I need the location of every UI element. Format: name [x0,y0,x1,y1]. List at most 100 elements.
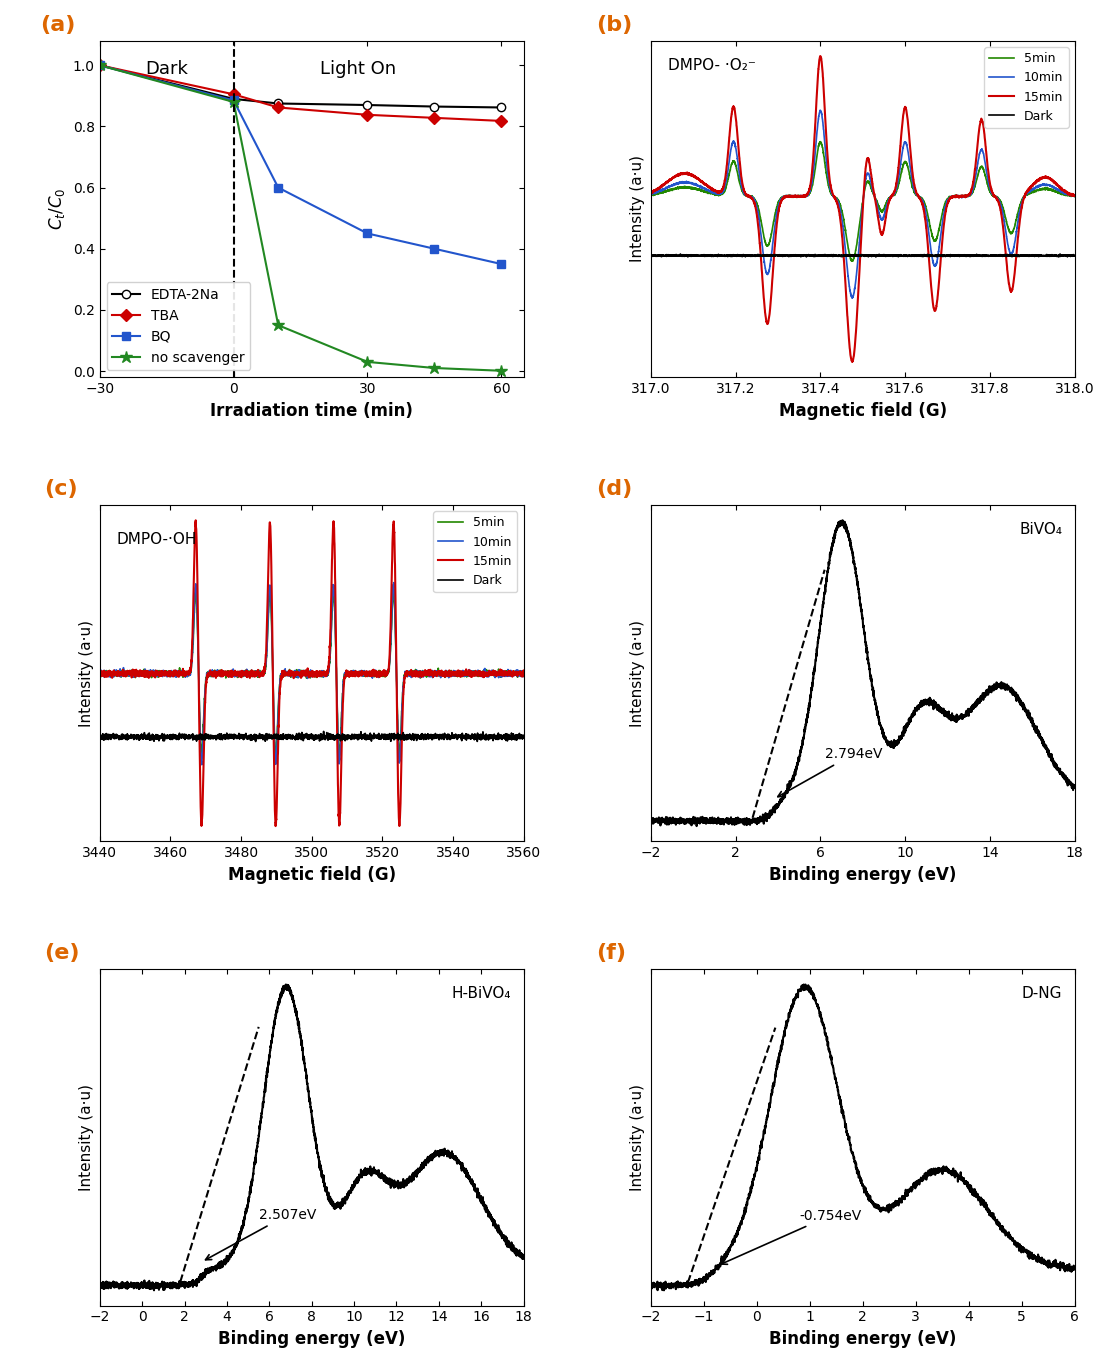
Legend: 5min, 10min, 15min, Dark: 5min, 10min, 15min, Dark [984,48,1068,128]
5min [264,583,277,600]
no scavenger [494,363,507,379]
EDTA-2Na [271,95,285,112]
15min [256,666,269,683]
10min [644,186,657,203]
15min [269,817,283,834]
Line: no scavenger: no scavenger [93,58,507,377]
EDTA-2Na [494,99,507,116]
5min [509,665,522,681]
Line: EDTA-2Na: EDTA-2Na [95,61,505,112]
Dark [142,730,155,747]
5min [463,665,476,681]
5min [825,186,839,203]
Text: Dark: Dark [145,60,188,79]
15min [275,668,288,684]
10min [718,180,731,196]
15min [463,668,476,684]
Y-axis label: $C_t/C_0$: $C_t/C_0$ [48,188,68,230]
Dark [807,249,820,265]
TBA [93,57,106,73]
no scavenger [93,57,106,73]
Text: BiVO₄: BiVO₄ [1019,522,1063,537]
Dark [509,728,522,744]
TBA [271,99,285,116]
no scavenger [227,94,240,110]
no scavenger [271,317,285,333]
15min [1060,184,1074,200]
15min [93,662,106,679]
Text: 2.794eV: 2.794eV [778,747,882,797]
5min [644,188,657,204]
Line: TBA: TBA [95,61,505,125]
15min [845,354,859,370]
Y-axis label: Intensity (a·u): Intensity (a·u) [630,620,645,726]
Dark [1014,248,1027,264]
Line: Dark: Dark [650,254,1075,257]
Text: (c): (c) [44,479,79,499]
Line: BQ: BQ [95,61,505,268]
Dark [317,724,330,740]
15min [813,48,827,64]
Text: D-NG: D-NG [1022,986,1063,1001]
Legend: 5min, 10min, 15min, Dark: 5min, 10min, 15min, Dark [433,511,517,592]
10min [1060,186,1074,203]
no scavenger [361,354,375,370]
Text: (a): (a) [40,15,75,35]
Dark [517,729,531,745]
Y-axis label: Intensity (a·u): Intensity (a·u) [79,1084,94,1191]
10min [509,666,522,683]
10min [195,756,208,772]
15min [1068,188,1081,204]
5min [813,133,827,150]
Text: (f): (f) [596,942,626,963]
10min [1068,188,1081,204]
Legend: EDTA-2Na, TBA, BQ, no scavenger: EDTA-2Na, TBA, BQ, no scavenger [106,283,250,370]
Y-axis label: Intensity (a·u): Intensity (a·u) [79,620,94,726]
EDTA-2Na [227,91,240,107]
Dark [166,730,179,747]
BQ [494,256,507,272]
X-axis label: Irradiation time (min): Irradiation time (min) [211,401,413,420]
5min [1060,186,1074,203]
Dark [256,729,269,745]
5min [166,664,179,680]
X-axis label: Binding energy (eV): Binding energy (eV) [769,866,956,884]
15min [644,184,657,200]
5min [93,664,106,680]
Text: -0.754eV: -0.754eV [721,1209,861,1265]
10min [166,665,179,681]
BQ [428,241,441,257]
15min [1015,203,1028,219]
5min [195,748,208,764]
Text: Light On: Light On [320,60,397,79]
5min [1015,194,1028,211]
Text: (e): (e) [44,942,80,963]
Line: 5min: 5min [100,592,524,756]
Dark [1054,246,1067,262]
Text: (b): (b) [596,15,632,35]
EDTA-2Na [361,97,375,113]
15min [825,184,839,200]
5min [517,668,531,684]
10min [463,666,476,683]
15min [692,171,706,188]
10min [845,290,859,306]
10min [93,666,106,683]
10min [274,665,287,681]
Line: 15min: 15min [100,521,524,826]
BQ [227,92,240,109]
Dark [1060,248,1074,264]
TBA [494,113,507,129]
TBA [227,86,240,102]
Text: H-BiVO₄: H-BiVO₄ [451,986,511,1001]
10min [807,162,820,178]
Dark [692,248,706,264]
X-axis label: Binding energy (eV): Binding energy (eV) [769,1330,956,1348]
15min [189,513,203,529]
Line: Dark: Dark [100,732,524,741]
Text: DMPO-·OH: DMPO-·OH [116,532,197,547]
10min [142,665,155,681]
BQ [271,180,285,196]
Line: 15min: 15min [650,56,1075,362]
Y-axis label: Intensity (a·u): Intensity (a·u) [630,155,645,262]
